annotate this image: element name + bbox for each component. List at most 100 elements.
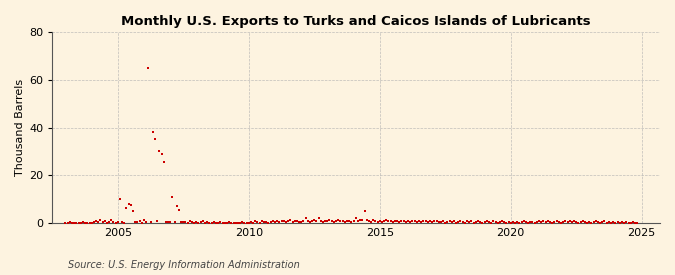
Point	[610, 221, 621, 225]
Point	[108, 220, 119, 225]
Point	[543, 219, 554, 223]
Point	[215, 220, 226, 225]
Point	[86, 221, 97, 225]
Point	[342, 219, 352, 223]
Point	[163, 220, 173, 225]
Point	[582, 221, 593, 225]
Point	[534, 219, 545, 223]
Point	[451, 221, 462, 225]
Point	[296, 220, 306, 225]
Point	[65, 220, 76, 225]
Point	[558, 220, 568, 225]
Point	[320, 219, 331, 223]
Point	[593, 220, 603, 225]
Point	[158, 160, 169, 164]
Point	[73, 221, 84, 225]
Point	[132, 220, 143, 225]
Point	[171, 204, 182, 209]
Point	[126, 203, 136, 207]
Point	[145, 220, 156, 224]
Point	[115, 197, 126, 202]
Point	[549, 220, 560, 225]
Point	[344, 219, 354, 223]
Point	[423, 220, 433, 225]
Point	[481, 219, 492, 223]
Point	[71, 221, 82, 225]
Point	[244, 221, 254, 225]
Point	[226, 221, 237, 225]
Point	[304, 220, 315, 225]
Point	[271, 219, 282, 223]
Point	[265, 220, 276, 225]
Point	[589, 220, 599, 225]
Point	[350, 216, 361, 221]
Point	[630, 221, 641, 225]
Point	[628, 220, 639, 225]
Point	[440, 221, 451, 225]
Point	[176, 220, 186, 224]
Point	[219, 221, 230, 225]
Point	[152, 219, 163, 223]
Point	[97, 220, 108, 224]
Point	[285, 217, 296, 222]
Point	[92, 220, 103, 225]
Point	[182, 221, 193, 225]
Point	[437, 219, 448, 223]
Point	[612, 220, 623, 225]
Point	[525, 220, 536, 225]
Point	[420, 219, 431, 223]
Point	[169, 220, 180, 225]
Point	[119, 221, 130, 225]
Point	[130, 220, 141, 224]
Point	[577, 219, 588, 223]
Point	[322, 219, 333, 223]
Point	[202, 220, 213, 225]
Point	[470, 220, 481, 225]
Point	[472, 219, 483, 223]
Point	[241, 221, 252, 225]
Y-axis label: Thousand Barrels: Thousand Barrels	[15, 79, 25, 176]
Point	[414, 219, 425, 223]
Point	[575, 220, 586, 225]
Point	[368, 218, 379, 222]
Point	[259, 220, 269, 224]
Point	[573, 221, 584, 225]
Point	[317, 220, 328, 225]
Point	[497, 219, 508, 223]
Point	[370, 219, 381, 223]
Point	[88, 220, 99, 225]
Point	[292, 219, 302, 223]
Point	[499, 220, 510, 225]
Point	[425, 219, 435, 223]
Point	[623, 221, 634, 225]
Point	[230, 221, 241, 225]
Point	[488, 219, 499, 223]
Point	[466, 219, 477, 223]
Point	[261, 220, 272, 225]
Point	[348, 219, 359, 223]
Point	[621, 220, 632, 225]
Point	[196, 220, 207, 225]
Point	[302, 219, 313, 223]
Point	[584, 220, 595, 225]
Point	[379, 219, 389, 223]
Point	[254, 221, 265, 225]
Point	[335, 219, 346, 223]
Point	[568, 219, 579, 223]
Point	[99, 219, 110, 223]
Point	[398, 219, 409, 223]
Point	[300, 216, 311, 221]
Point	[191, 220, 202, 225]
Title: Monthly U.S. Exports to Turks and Caicos Islands of Lubricants: Monthly U.S. Exports to Turks and Caicos…	[122, 15, 591, 28]
Point	[82, 221, 92, 225]
Point	[389, 219, 400, 223]
Point	[75, 221, 86, 225]
Point	[311, 219, 322, 223]
Point	[237, 220, 248, 225]
Point	[554, 220, 564, 225]
Point	[340, 220, 350, 225]
Point	[625, 221, 636, 225]
Point	[104, 220, 115, 225]
Point	[506, 221, 516, 225]
Point	[536, 220, 547, 225]
